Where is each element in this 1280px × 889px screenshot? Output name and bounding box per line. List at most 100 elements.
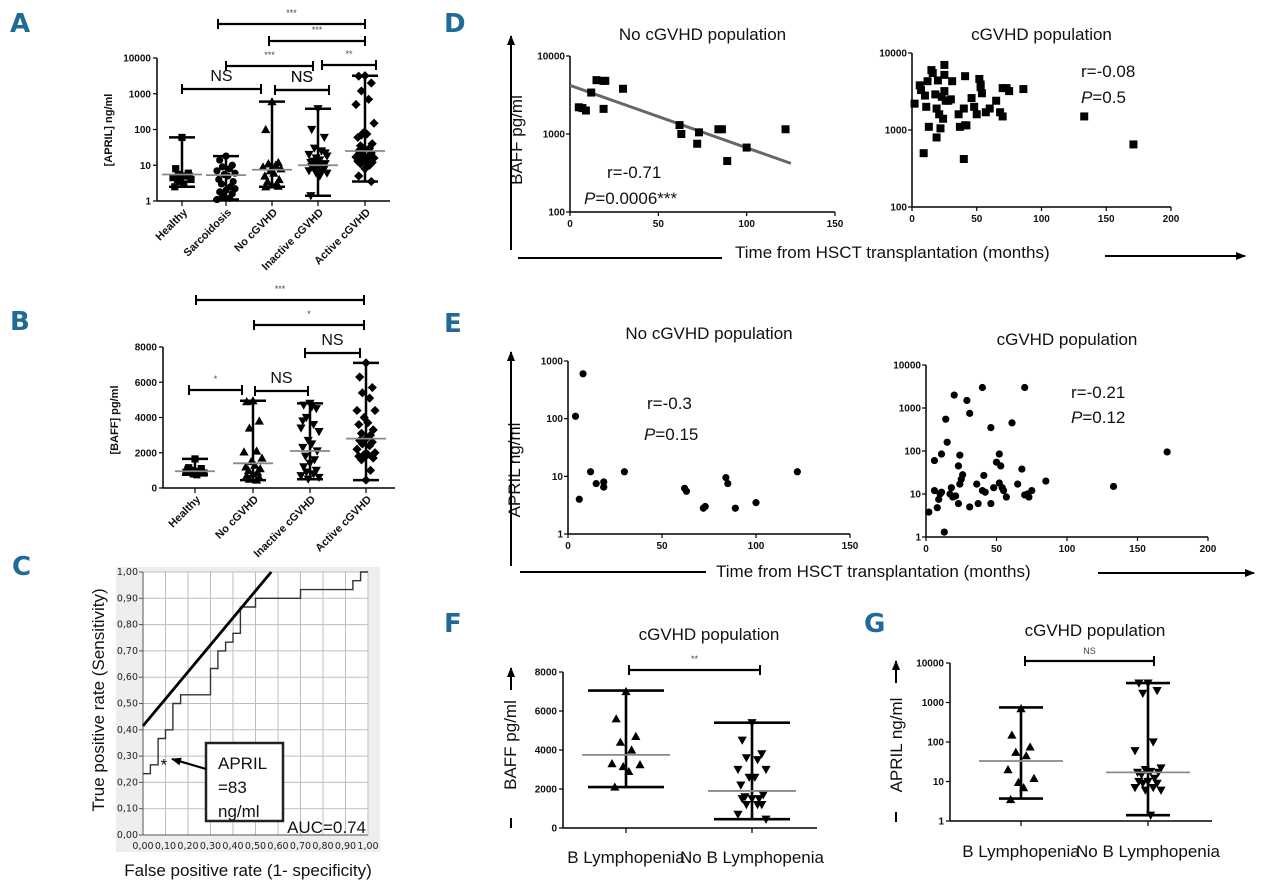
data-point (753, 801, 763, 810)
data-point (919, 149, 928, 158)
data-point (242, 397, 252, 406)
data-point (1021, 751, 1031, 760)
x-tick-label: 0,30 (200, 841, 221, 852)
data-point (261, 124, 271, 134)
y-tick-label: 8000 (135, 343, 158, 354)
data-point (222, 152, 230, 160)
data-point (940, 60, 949, 69)
y-tick-label: 0,00 (117, 830, 138, 841)
data-point (959, 155, 968, 164)
data-point (309, 456, 320, 465)
data-point (357, 439, 367, 449)
data-point (963, 396, 971, 405)
series-healthy (162, 133, 202, 206)
annotation-arrow (171, 757, 207, 771)
data-point (271, 160, 281, 169)
data-point (314, 428, 324, 437)
data-point (753, 756, 763, 765)
annotation-text: =83 (218, 778, 247, 797)
data-point (733, 765, 743, 775)
data-point (1019, 85, 1028, 94)
data-point (222, 186, 230, 194)
data-point (369, 118, 379, 128)
category-label: No B Lymphopenia (680, 848, 825, 867)
data-point (356, 428, 367, 438)
series-inactive-cgvhd (290, 399, 330, 493)
data-point (351, 99, 361, 110)
data-point (367, 382, 377, 393)
data-point (1013, 777, 1023, 786)
significance-label: NS (291, 69, 313, 86)
panel-label-b: B (10, 307, 30, 337)
data-point (933, 76, 942, 85)
data-point (950, 391, 958, 399)
p-symbol: P (1081, 88, 1093, 107)
data-point (367, 139, 377, 149)
p-value: =0.0006*** (595, 189, 677, 208)
data-point (935, 110, 944, 119)
y-tick-label: 10 (552, 472, 564, 483)
x-tick-label: 0,60 (267, 841, 288, 852)
significance-label: * (307, 309, 311, 319)
series-no-cgvhd (233, 396, 273, 493)
y-tick-label: 100 (134, 125, 151, 136)
data-point (1143, 679, 1153, 688)
data-point (313, 105, 323, 114)
data-point (352, 405, 362, 416)
data-point (224, 172, 232, 180)
data-point (1042, 477, 1050, 485)
y-tick-label: 1 (145, 197, 151, 208)
data-point (273, 181, 283, 190)
significance-label: *** (286, 8, 297, 18)
data-point (356, 455, 367, 465)
series-sarcoidosis (206, 152, 246, 206)
data-point (315, 172, 325, 181)
panel-label-c: C (12, 552, 31, 582)
x-tick-label: 150 (842, 541, 859, 552)
y-tick-label: 8000 (535, 668, 558, 679)
data-point (724, 479, 732, 488)
data-point (309, 165, 319, 174)
data-point (917, 86, 926, 95)
x-tick-label: 100 (1033, 214, 1050, 225)
x-tick-label: 150 (827, 219, 844, 230)
y-tick-label: 100 (548, 208, 565, 219)
data-point (930, 456, 939, 465)
series-active-cgvhd (346, 358, 386, 493)
data-point (1005, 87, 1014, 96)
data-point (954, 462, 963, 470)
x-tick-label: 0 (923, 544, 929, 555)
data-point (243, 465, 254, 474)
series-no-b-lymphopenia (708, 719, 796, 833)
chart-title: cGVHD population (639, 625, 780, 644)
data-point (619, 84, 627, 93)
data-point (621, 686, 631, 696)
data-point (761, 765, 771, 775)
significance-label: NS (1083, 646, 1096, 656)
y-axis-label: [BAFF] pg/ml (109, 385, 121, 454)
data-point (607, 759, 617, 768)
x-tick-label: 50 (653, 219, 665, 230)
annotation-text: APRIL (218, 754, 267, 773)
data-point (352, 444, 362, 454)
y-tick-label: 0,50 (117, 699, 138, 710)
data-point (940, 87, 949, 96)
y-tick-label: 2000 (135, 448, 158, 459)
x-tick-label: 50 (991, 544, 1003, 555)
x-tick-label: 200 (1163, 214, 1180, 225)
auc-label: AUC=0.74 (287, 818, 366, 837)
data-point (723, 157, 732, 166)
significance-label: ** (691, 654, 699, 664)
annotation-box (204, 741, 285, 823)
correlation-p: P=0.0006*** (584, 189, 677, 208)
data-point (1130, 784, 1140, 793)
data-point (218, 192, 226, 200)
y-tick-label: 10000 (123, 54, 151, 65)
data-point (1152, 687, 1162, 696)
p-value: =0.5 (1092, 88, 1126, 107)
data-point (1014, 480, 1022, 488)
data-point (737, 736, 747, 745)
data-point (364, 94, 374, 104)
data-point (304, 150, 314, 160)
correlation-r: r=-0.08 (1081, 62, 1135, 81)
